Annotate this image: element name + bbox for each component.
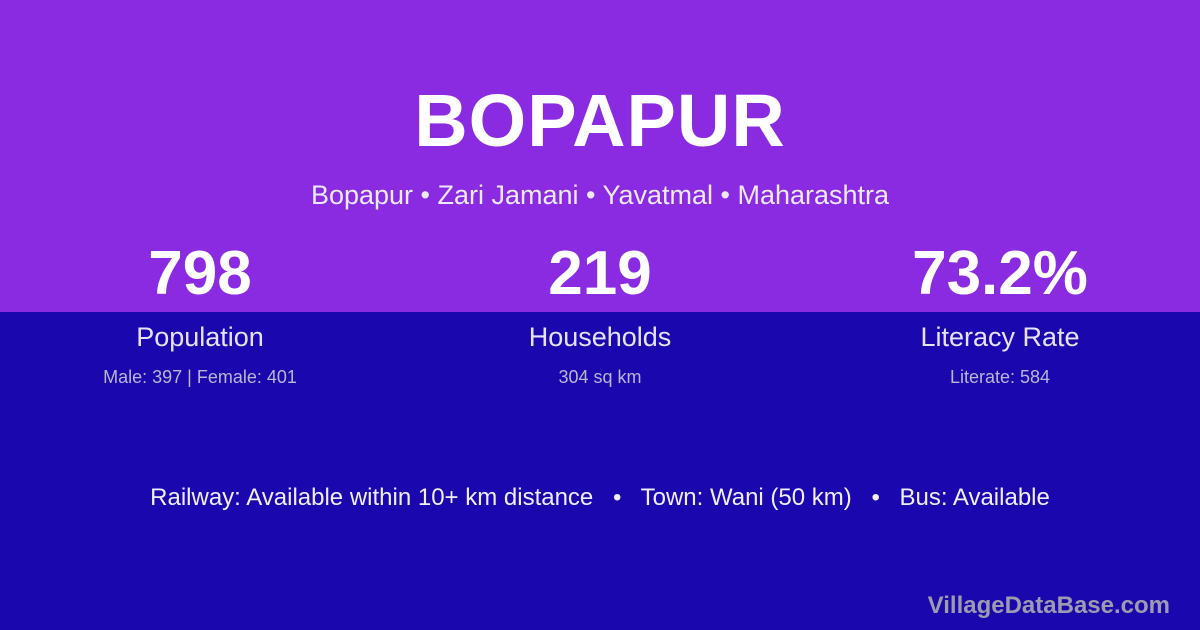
stat-value-population: 798 bbox=[148, 239, 252, 308]
purple-background-band bbox=[0, 0, 1200, 312]
info-separator-dot: • bbox=[612, 484, 622, 511]
connectivity-info-line: Railway: Available within 10+ km distanc… bbox=[0, 486, 1200, 510]
stat-population: 798 Population Male: 397 | Female: 401 bbox=[0, 239, 400, 387]
stat-literacy-rate: 73.2% Literacy Rate Literate: 584 bbox=[800, 239, 1200, 387]
site-brand-watermark: VillageDataBase.com bbox=[927, 592, 1170, 619]
info-town: Town: Wani (50 km) bbox=[640, 484, 852, 511]
stat-value-households: 219 bbox=[548, 239, 652, 308]
stat-detail-population: Male: 397 | Female: 401 bbox=[103, 367, 297, 387]
breadcrumb: Bopapur • Zari Jamani • Yavatmal • Mahar… bbox=[310, 180, 890, 210]
stat-detail-households: 304 sq km bbox=[558, 367, 642, 387]
stats-row: 798 Population Male: 397 | Female: 401 2… bbox=[0, 239, 1200, 387]
info-railway: Railway: Available within 10+ km distanc… bbox=[150, 484, 594, 511]
info-separator-dot: • bbox=[871, 484, 880, 511]
stat-households: 219 Households 304 sq km bbox=[400, 239, 800, 387]
stat-value-literacy-rate: 73.2% bbox=[912, 239, 1088, 308]
stat-detail-literacy-rate: Literate: 584 bbox=[949, 367, 1051, 387]
blue-background-band bbox=[0, 312, 1200, 630]
stat-label-population: Population bbox=[136, 322, 264, 352]
stat-label-literacy-rate: Literacy Rate bbox=[920, 322, 1080, 352]
page-title: BOPAPUR bbox=[414, 79, 786, 162]
stat-label-households: Households bbox=[528, 322, 672, 352]
info-bus: Bus: Available bbox=[899, 484, 1050, 511]
card-header: BOPAPUR Bopapur • Zari Jamani • Yavatmal… bbox=[0, 0, 1200, 209]
